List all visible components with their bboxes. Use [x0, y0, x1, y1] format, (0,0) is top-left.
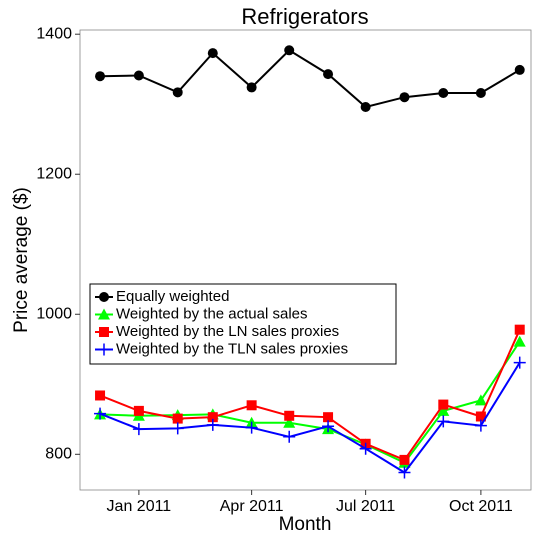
point — [283, 430, 296, 443]
point — [246, 82, 257, 93]
point — [283, 416, 296, 428]
point — [398, 466, 411, 479]
point — [132, 423, 145, 436]
point — [513, 335, 526, 347]
x-tick-label: Apr 2011 — [220, 498, 284, 515]
point — [95, 71, 106, 82]
series-line — [99, 362, 521, 474]
point — [206, 418, 219, 431]
point — [94, 407, 107, 420]
point — [360, 102, 371, 113]
point — [359, 442, 372, 455]
legend-marker — [98, 308, 110, 320]
point — [399, 92, 410, 103]
y-axis-title: Price average ($) — [11, 187, 32, 333]
point — [513, 356, 526, 369]
point — [245, 421, 258, 434]
x-tick-label: Jan 2011 — [107, 498, 172, 515]
legend-label: Weighted by the actual sales — [116, 305, 308, 322]
x-tick-label: Jul 2011 — [336, 498, 395, 515]
legend-marker — [99, 327, 109, 337]
point — [95, 390, 106, 401]
legend-box — [89, 283, 397, 365]
point — [475, 411, 486, 422]
point — [475, 88, 486, 99]
point — [284, 45, 295, 56]
point — [172, 87, 183, 98]
point — [474, 394, 487, 406]
point — [171, 422, 184, 435]
legend-label: Weighted by the TLN sales proxies — [116, 340, 348, 357]
point — [323, 69, 334, 80]
point — [322, 420, 335, 433]
point — [284, 410, 295, 421]
point — [207, 48, 218, 59]
chart-title: Refrigerators — [241, 4, 368, 29]
legend-label: Equally weighted — [116, 288, 229, 305]
point — [246, 400, 257, 411]
point — [474, 419, 487, 432]
point — [207, 412, 218, 423]
series-line — [100, 49, 521, 109]
point — [437, 404, 450, 416]
y-tick-label: 800 — [45, 446, 72, 463]
series-line — [99, 329, 521, 462]
legend-marker — [98, 343, 110, 356]
y-tick-label: 1200 — [36, 165, 72, 182]
legend-marker — [99, 292, 109, 302]
point — [323, 412, 334, 423]
series-line — [100, 341, 521, 464]
point — [438, 399, 449, 410]
point — [514, 64, 525, 75]
x-tick-label: Oct 2011 — [449, 498, 513, 515]
y-tick-label: 1400 — [36, 25, 72, 42]
point — [438, 88, 449, 99]
point — [133, 70, 144, 81]
point — [172, 413, 183, 424]
y-tick-label: 1000 — [36, 305, 72, 322]
point — [133, 405, 144, 416]
point — [399, 454, 410, 465]
point — [514, 324, 525, 335]
point — [437, 415, 450, 428]
plot-area — [79, 29, 532, 491]
x-axis-title: Month — [279, 514, 332, 535]
legend-label: Weighted by the LN sales proxies — [116, 323, 339, 340]
